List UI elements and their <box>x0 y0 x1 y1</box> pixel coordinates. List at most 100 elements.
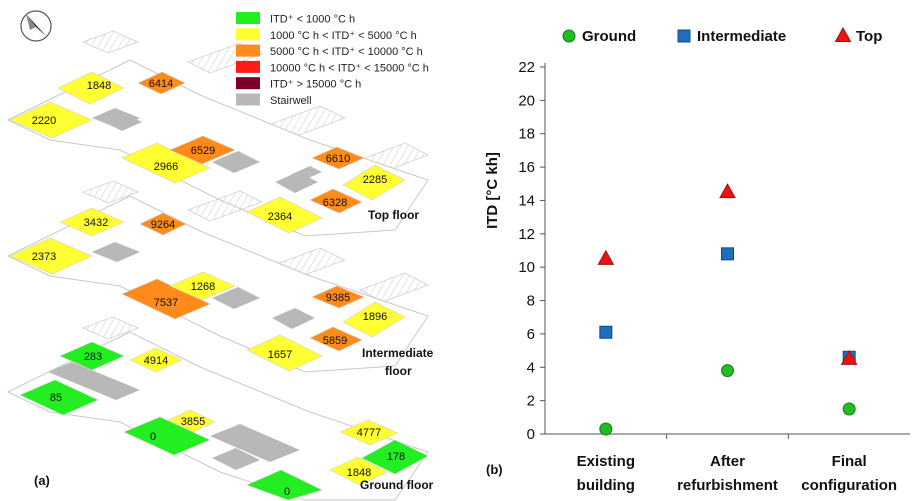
legend-marker-top <box>834 26 852 42</box>
x-axis: Existing building After refurbishment Final c… <box>545 433 910 494</box>
zone-label: 2966 <box>154 161 178 173</box>
zone-label: 1268 <box>191 281 215 293</box>
zone-label: 178 <box>387 451 405 463</box>
zone-label: 6414 <box>149 78 173 90</box>
legend-entry: 10000 °C h < ITD⁺ < 15000 °C h <box>270 62 429 74</box>
balcony <box>81 30 140 54</box>
y-tick-label: 16 <box>518 159 535 176</box>
y-tick-label: 18 <box>518 126 535 143</box>
floor-slab <box>6 331 429 501</box>
point-top <box>840 349 858 365</box>
point-ground <box>599 422 613 436</box>
stairwell <box>110 116 142 131</box>
zone-tile <box>167 409 216 433</box>
y-tick-label: 4 <box>527 359 535 376</box>
zone-tile <box>137 71 186 95</box>
legend-swatch <box>236 60 260 73</box>
legend-entry-ground: Ground <box>582 28 636 45</box>
panel-a: 1848 6414 2220 2966 6529 6610 2285 6328 … <box>6 10 434 501</box>
point-ground <box>842 402 856 416</box>
x-tick-label: Existing <box>577 453 635 470</box>
legend-marker-ground <box>562 29 576 43</box>
zone-tile <box>121 278 211 320</box>
zone-label: 4777 <box>357 427 381 439</box>
zone-label: 3432 <box>84 217 108 229</box>
legend-entry: 5000 °C h < ITD⁺ < 10000 °C h <box>270 46 423 58</box>
stairwell <box>212 287 260 309</box>
zone-label: 283 <box>84 351 102 363</box>
zone-tile <box>129 347 183 373</box>
point-intermediate <box>599 325 613 339</box>
balcony <box>186 190 264 222</box>
zone-tile <box>309 326 363 352</box>
y-axis-title: ITD [°C kh] <box>484 152 501 229</box>
stairwell <box>290 166 322 181</box>
legend-entry: ITD⁺ > 15000 °C h <box>270 79 361 91</box>
zone-legend: ITD⁺ < 1000 °C h 1000 °C h < ITD⁺ < 5000 … <box>236 12 429 107</box>
y-tick-label: 0 <box>527 426 535 443</box>
legend-entry: Stairwell <box>270 95 312 107</box>
stairwell <box>212 448 260 470</box>
zone-tile <box>57 71 125 105</box>
zone-tile <box>342 164 406 201</box>
zone-label: 4914 <box>144 355 168 367</box>
zone-tile <box>59 341 125 371</box>
top-floor-plan: 1848 6414 2220 2966 6529 6610 2285 6328 … <box>6 30 429 237</box>
panel-a-label: (a) <box>34 473 50 488</box>
legend-entry: 1000 °C h < ITD⁺ < 5000 °C h <box>270 30 417 42</box>
legend-swatch <box>236 77 260 90</box>
balcony <box>81 316 140 340</box>
x-tick-label: refurbishment <box>677 477 778 494</box>
zone-label: 0 <box>284 486 290 498</box>
x-tick-label: Final <box>832 453 867 470</box>
y-tick-label: 14 <box>518 192 535 209</box>
itd-scatter-chart: Ground Intermediate Top 0 2 4 6 8 10 12 14 16 18 20 2… <box>484 26 910 494</box>
legend-swatch <box>236 28 260 41</box>
zone-tile <box>121 142 211 184</box>
point-ground <box>721 364 734 378</box>
zone-tile <box>19 379 99 416</box>
zone-label: 7537 <box>154 297 178 309</box>
zone-tile <box>311 285 365 309</box>
stairwell <box>212 151 260 173</box>
ground-floor-plan: 283 4914 85 3855 0 4777 178 1848 0 Groun… <box>6 316 434 501</box>
legend-swatch <box>236 44 260 57</box>
intermediate-floor-plan: 3432 9264 2373 7537 1268 9385 1896 5859 … <box>6 180 434 378</box>
stairwell <box>92 242 140 262</box>
floor-label-intermediate-2: floor <box>385 364 412 378</box>
plot-marks <box>597 183 858 436</box>
zone-tile <box>139 212 187 236</box>
zone-label: 85 <box>50 392 62 404</box>
zone-tile <box>329 456 389 486</box>
x-tick-label: building <box>577 477 635 494</box>
x-tick-label: configuration <box>801 477 897 494</box>
zone-label: 6328 <box>323 197 347 209</box>
zone-label: 9264 <box>151 219 175 231</box>
x-tick-label: After <box>710 453 745 470</box>
zone-label: 2373 <box>32 251 56 263</box>
zone-tile <box>123 416 211 456</box>
floor-label-ground: Ground floor <box>360 478 434 492</box>
legend-marker-intermediate <box>677 29 691 43</box>
stairwell <box>210 424 300 462</box>
legend-entry-top: Top <box>856 28 882 45</box>
zone-label: 1848 <box>347 467 371 479</box>
stairwell <box>48 362 140 400</box>
zone-tile <box>246 334 323 372</box>
y-axis: 0 2 4 6 8 10 12 14 16 18 20 22 <box>518 59 546 443</box>
legend-entry: ITD⁺ < 1000 °C h <box>270 14 355 26</box>
chart-legend: Ground Intermediate Top <box>562 26 882 45</box>
zone-label: 0 <box>150 431 156 443</box>
zone-tile <box>59 207 125 237</box>
zone-tile <box>309 188 363 214</box>
y-tick-label: 22 <box>518 59 535 76</box>
y-tick-label: 10 <box>518 259 535 276</box>
zone-label: 1657 <box>268 349 292 361</box>
zone-tile <box>9 237 93 275</box>
zone-tile <box>169 135 236 165</box>
floor-label-top: Top floor <box>368 208 419 222</box>
point-top <box>719 183 736 199</box>
point-intermediate <box>721 247 734 261</box>
legend-swatch <box>236 93 260 106</box>
y-tick-label: 20 <box>518 92 535 109</box>
